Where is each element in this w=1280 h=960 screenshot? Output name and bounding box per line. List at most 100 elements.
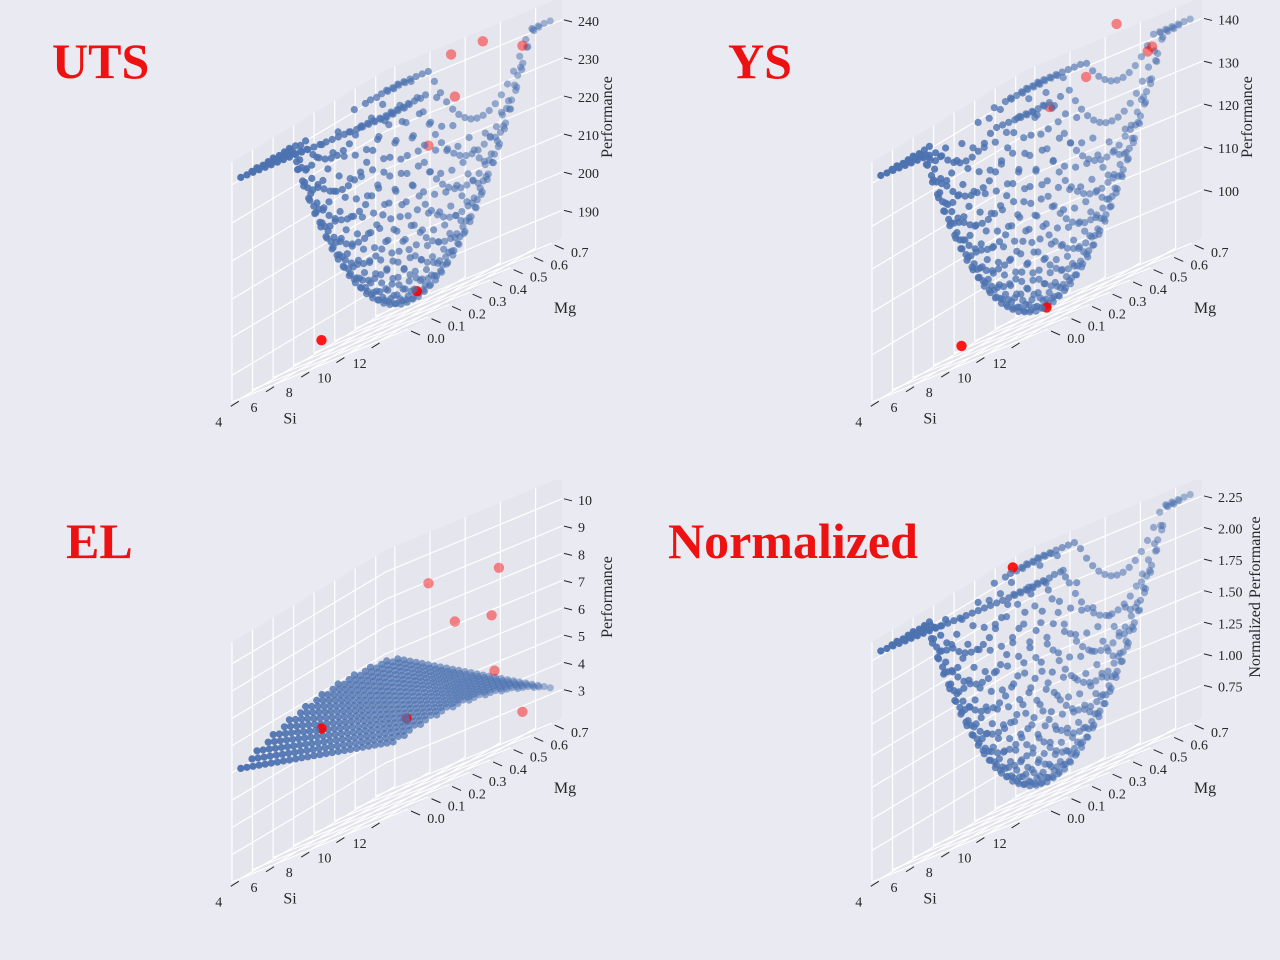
data-point — [369, 294, 377, 302]
data-point — [407, 77, 415, 85]
data-point — [261, 163, 269, 171]
data-point — [426, 168, 434, 176]
data-point — [371, 244, 379, 252]
grid-z — [231, 525, 563, 692]
data-point — [419, 188, 428, 196]
data-point — [436, 89, 445, 97]
data-point — [1030, 714, 1038, 722]
data-point — [965, 241, 973, 249]
data-point — [1144, 556, 1153, 564]
x-tick-label: 10 — [317, 852, 331, 867]
data-point — [1107, 202, 1115, 210]
data-point — [302, 137, 310, 145]
data-point — [335, 719, 343, 727]
data-point — [925, 627, 934, 635]
data-point — [925, 151, 934, 159]
data-point — [942, 658, 950, 666]
data-point — [365, 742, 373, 750]
data-point — [374, 181, 382, 189]
data-point — [1090, 116, 1098, 124]
data-point — [292, 151, 300, 159]
data-point — [255, 761, 263, 769]
data-point — [1037, 619, 1045, 627]
data-point — [1062, 747, 1071, 755]
data-point — [1014, 211, 1022, 219]
data-point — [264, 738, 272, 746]
data-point — [953, 690, 961, 698]
y-tick — [1112, 293, 1122, 299]
data-point — [1153, 57, 1161, 65]
data-point — [1080, 724, 1088, 732]
data-point — [412, 73, 420, 81]
data-point — [1170, 25, 1178, 33]
data-point — [931, 165, 939, 173]
grid-y — [354, 568, 532, 810]
data-point — [379, 100, 387, 108]
highlight-point — [517, 40, 528, 51]
z-tick-label: 3 — [578, 685, 585, 700]
data-point — [1021, 149, 1029, 157]
data-point — [964, 253, 972, 261]
data-point — [943, 639, 951, 647]
data-point — [1071, 674, 1079, 682]
y-tick-label: 0.0 — [427, 812, 445, 827]
data-point — [982, 227, 990, 235]
data-point — [1093, 661, 1101, 669]
data-point — [322, 138, 330, 146]
data-point — [1051, 750, 1059, 758]
data-point — [320, 185, 328, 193]
y-axis-label: Mg — [1194, 780, 1216, 797]
data-point — [930, 176, 938, 184]
data-point — [883, 644, 891, 653]
data-point — [326, 702, 334, 710]
data-point — [1156, 508, 1164, 516]
data-point — [988, 267, 996, 275]
data-point — [422, 234, 430, 242]
data-point — [308, 174, 316, 182]
data-point — [948, 208, 956, 216]
y-tick — [554, 724, 564, 730]
y-tick-label: 0.1 — [448, 320, 466, 335]
data-point — [1036, 700, 1044, 709]
data-point — [387, 295, 395, 303]
z-tick-label: 8 — [578, 548, 585, 563]
z-tick — [563, 661, 573, 665]
data-point — [1024, 725, 1032, 733]
data-point — [465, 133, 473, 142]
data-point — [1110, 147, 1118, 155]
data-point — [310, 143, 318, 151]
data-point — [428, 253, 437, 261]
data-point — [300, 728, 308, 736]
grid-y — [293, 125, 470, 367]
data-point — [1052, 725, 1060, 733]
data-point — [1115, 150, 1123, 159]
data-point — [1099, 637, 1107, 645]
data-point — [1001, 98, 1009, 106]
data-point — [291, 715, 300, 724]
data-point — [1131, 556, 1139, 565]
x-tick-label: 10 — [957, 372, 971, 387]
y-tick-label: 0.0 — [427, 332, 445, 347]
data-point — [1138, 77, 1146, 85]
data-point — [467, 115, 475, 123]
data-point — [1043, 633, 1051, 641]
data-point — [351, 151, 359, 159]
data-point — [1059, 206, 1068, 214]
data-point — [1034, 580, 1042, 588]
grid-x — [1021, 487, 1177, 821]
data-point — [992, 761, 1000, 769]
data-point — [964, 717, 972, 725]
data-point — [481, 129, 489, 137]
data-point — [287, 729, 296, 737]
data-point — [1103, 673, 1111, 681]
data-point — [455, 240, 463, 248]
data-point — [1066, 185, 1074, 194]
x-tick-label: 4 — [855, 415, 862, 430]
z-tick-label: 130 — [1218, 56, 1239, 71]
data-point — [949, 644, 957, 652]
data-point — [350, 106, 358, 114]
data-point — [967, 191, 975, 199]
data-point — [416, 720, 425, 729]
data-point — [288, 735, 297, 743]
x-tick-label: 8 — [286, 386, 293, 401]
